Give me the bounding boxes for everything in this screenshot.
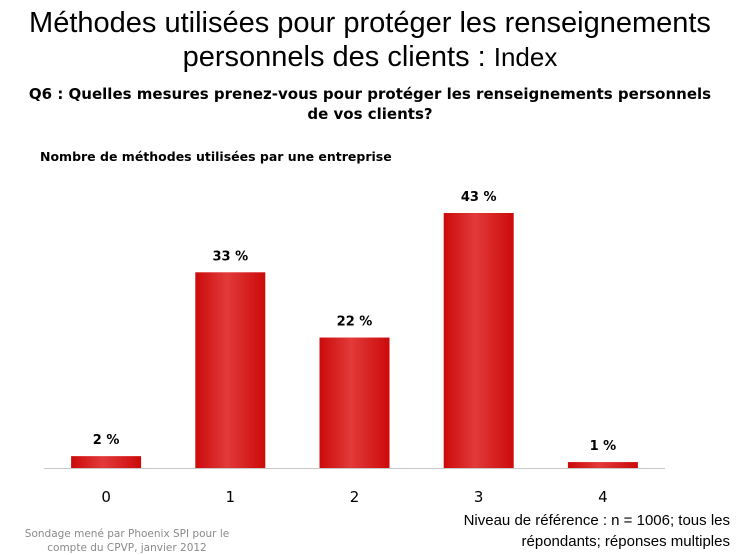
category-label-1: 1 bbox=[226, 488, 236, 506]
bar-2 bbox=[319, 337, 390, 468]
category-label-3: 3 bbox=[474, 488, 484, 506]
bars-group bbox=[71, 213, 638, 468]
survey-question: Q6 : Quelles mesures prenez-vous pour pr… bbox=[28, 85, 712, 123]
base-note: Niveau de référence : n = 1006; tous les… bbox=[463, 512, 730, 550]
category-label-2: 2 bbox=[350, 488, 360, 506]
chart-title: Nombre de méthodes utilisées par une ent… bbox=[40, 149, 392, 164]
bar-0 bbox=[71, 456, 142, 468]
value-label-1: 33 % bbox=[212, 249, 248, 264]
category-labels-group: 0 1 2 3 4 bbox=[101, 488, 607, 506]
slide-title-suffix: Index bbox=[493, 42, 558, 72]
slide-title-main: Méthodes utilisées pour protéger les ren… bbox=[29, 7, 711, 73]
value-label-3: 43 % bbox=[461, 190, 497, 205]
value-label-2: 22 % bbox=[337, 315, 373, 330]
category-label-4: 4 bbox=[598, 488, 608, 506]
bar-4 bbox=[567, 462, 638, 468]
category-label-0: 0 bbox=[101, 488, 111, 506]
bar-3 bbox=[443, 213, 514, 468]
value-label-4: 1 % bbox=[590, 439, 617, 454]
bar-1 bbox=[195, 272, 266, 468]
value-labels-group: 2 % 33 % 22 % 43 % 1 % bbox=[93, 190, 616, 454]
source-note: Sondage mené par Phoenix SPI pour le com… bbox=[24, 528, 230, 554]
value-label-0: 2 % bbox=[93, 433, 120, 448]
slide-title: Méthodes utilisées pour protéger les ren… bbox=[0, 6, 740, 74]
